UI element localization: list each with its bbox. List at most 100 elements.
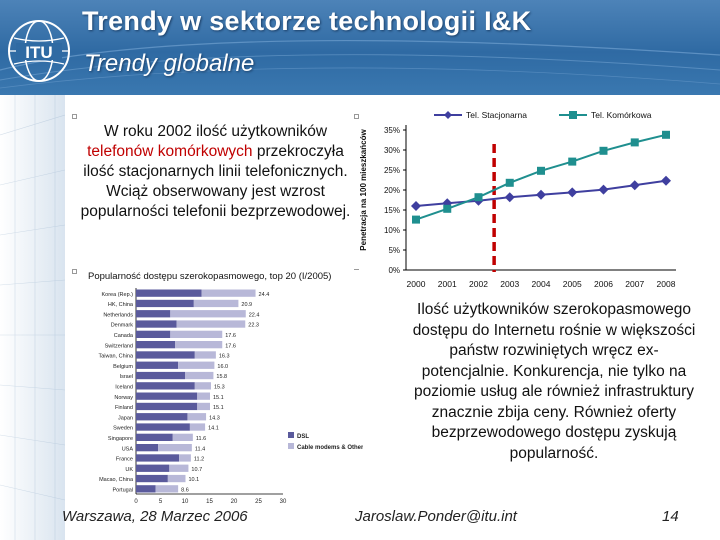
x-tick-label: 2000 (407, 279, 426, 289)
selection-handle (72, 269, 77, 274)
bar-cable (201, 289, 256, 297)
mobile-point (443, 204, 452, 213)
bar-total-label: 15.8 (216, 374, 227, 380)
plot-area (406, 130, 676, 270)
broadband-chart: Popularność dostępu szerokopasmowego, to… (88, 270, 363, 515)
bar-dsl (136, 341, 176, 349)
x-tick-label: 2007 (625, 279, 644, 289)
bar-cable (170, 330, 223, 338)
bar-cable (187, 413, 207, 421)
bar-category-label: Israel (120, 374, 133, 380)
bar-total-label: 15.1 (213, 395, 224, 401)
bar-legend-label: DSL (297, 434, 309, 440)
x-tick-label: 2002 (469, 279, 488, 289)
y-tick-label: 15% (384, 206, 400, 215)
bar-total-label: 14.1 (208, 426, 219, 432)
bar-total-label: 11.6 (196, 436, 206, 442)
bar-category-label: Korea (Rep.) (102, 292, 134, 298)
x-tick-label: 2005 (563, 279, 582, 289)
bar-total-label: 15.3 (214, 385, 225, 391)
bar-cable (178, 361, 215, 369)
bar-dsl (136, 289, 202, 297)
bar-total-label: 24.4 (259, 292, 270, 298)
bar-category-label: Japan (118, 415, 133, 421)
bar-cable (189, 423, 206, 431)
bar-legend-label: Cable modems & Other (297, 445, 363, 451)
mobile-point (630, 138, 639, 147)
bar-cable (197, 402, 210, 411)
bar-category-label: Belgium (113, 364, 133, 370)
fixed-point (536, 189, 546, 200)
bar-total-label: 10.7 (191, 467, 202, 473)
bar-cable (197, 392, 210, 400)
mobile-point (537, 166, 545, 175)
y-tick-label: 20% (384, 186, 400, 195)
bar-dsl (136, 299, 194, 308)
bar-dsl (136, 320, 177, 328)
fixed-point (629, 180, 640, 191)
y-axis-title: Penetracja na 100 mieszkańców (359, 129, 368, 251)
bar-category-label: Singapore (108, 436, 133, 442)
bar-category-label: USA (122, 446, 134, 452)
bar-dsl (136, 361, 179, 369)
fixed-point (567, 187, 578, 198)
broadband-growth-text: Ilość użytkowników szerokopasmowego dost… (412, 301, 696, 462)
bar-category-label: Portugal (113, 488, 134, 494)
bar-dsl (136, 474, 168, 483)
selection-handle (354, 114, 359, 119)
text-highlight-mobile: telefonów komórkowych (87, 143, 253, 160)
fixed-point (411, 201, 421, 211)
y-tick-label: 35% (384, 126, 400, 135)
bar-dsl (136, 433, 173, 441)
bar-x-tick-label: 30 (280, 499, 287, 505)
mobile-overtake-text: W roku 2002 ilość użytkowników telefonów… (72, 114, 359, 274)
bar-category-label: HK, China (108, 302, 134, 308)
bar-total-label: 22.3 (248, 323, 259, 329)
bar-x-tick-label: 0 (134, 499, 138, 505)
bar-x-tick-label: 10 (182, 499, 189, 505)
mobile-point (599, 146, 608, 155)
bar-dsl (136, 351, 195, 359)
bar-category-label: Netherlands (103, 312, 133, 318)
text-part-1: W roku 2002 ilość użytkowników (103, 123, 328, 140)
bar-x-tick-label: 15 (206, 499, 213, 505)
bar-total-label: 14.3 (209, 415, 220, 421)
bar-total-label: 15.1 (213, 405, 224, 411)
bar-category-label: Canada (114, 333, 134, 339)
x-tick-label: 2001 (438, 279, 457, 289)
mobile-point (474, 193, 483, 202)
bar-x-tick-label: 5 (159, 499, 163, 505)
bar-category-label: Denmark (111, 323, 134, 329)
bar-dsl (136, 310, 171, 318)
slide-header: ITU Trendy w sektorze technologii I&K Tr… (0, 0, 720, 95)
bar-cable (194, 382, 211, 390)
bar-total-label: 17.6 (225, 333, 236, 339)
bar-cable (172, 433, 193, 441)
bar-cable (167, 474, 186, 483)
bar-dsl (136, 330, 171, 338)
bar-cable (170, 310, 246, 318)
bar-dsl (136, 444, 159, 452)
bar-dsl (136, 382, 195, 390)
x-tick-label: 2003 (500, 279, 519, 289)
fixed-point (504, 192, 515, 203)
bar-total-label: 11.4 (195, 446, 205, 452)
bar-category-label: Macao, China (99, 477, 134, 483)
fixed-point (598, 184, 609, 195)
bar-dsl (136, 423, 190, 431)
mobile-point (412, 215, 420, 224)
bar-dsl (136, 454, 180, 462)
bar-cable (185, 371, 214, 380)
bar-cable (158, 444, 192, 452)
bar-dsl (136, 485, 156, 493)
bar-category-label: UK (125, 467, 133, 473)
bar-cable (193, 299, 239, 308)
selection-handle (72, 114, 77, 119)
bar-total-label: 11.2 (194, 457, 204, 463)
bar-legend-swatch (288, 443, 294, 449)
bar-total-label: 17.6 (225, 343, 236, 349)
bar-total-label: 16.3 (219, 354, 230, 360)
slide-title: Trendy w sektorze technologii I&K (82, 6, 532, 36)
legend-label: Tel. Stacjonarna (466, 110, 527, 120)
bar-total-label: 16.0 (217, 364, 228, 370)
